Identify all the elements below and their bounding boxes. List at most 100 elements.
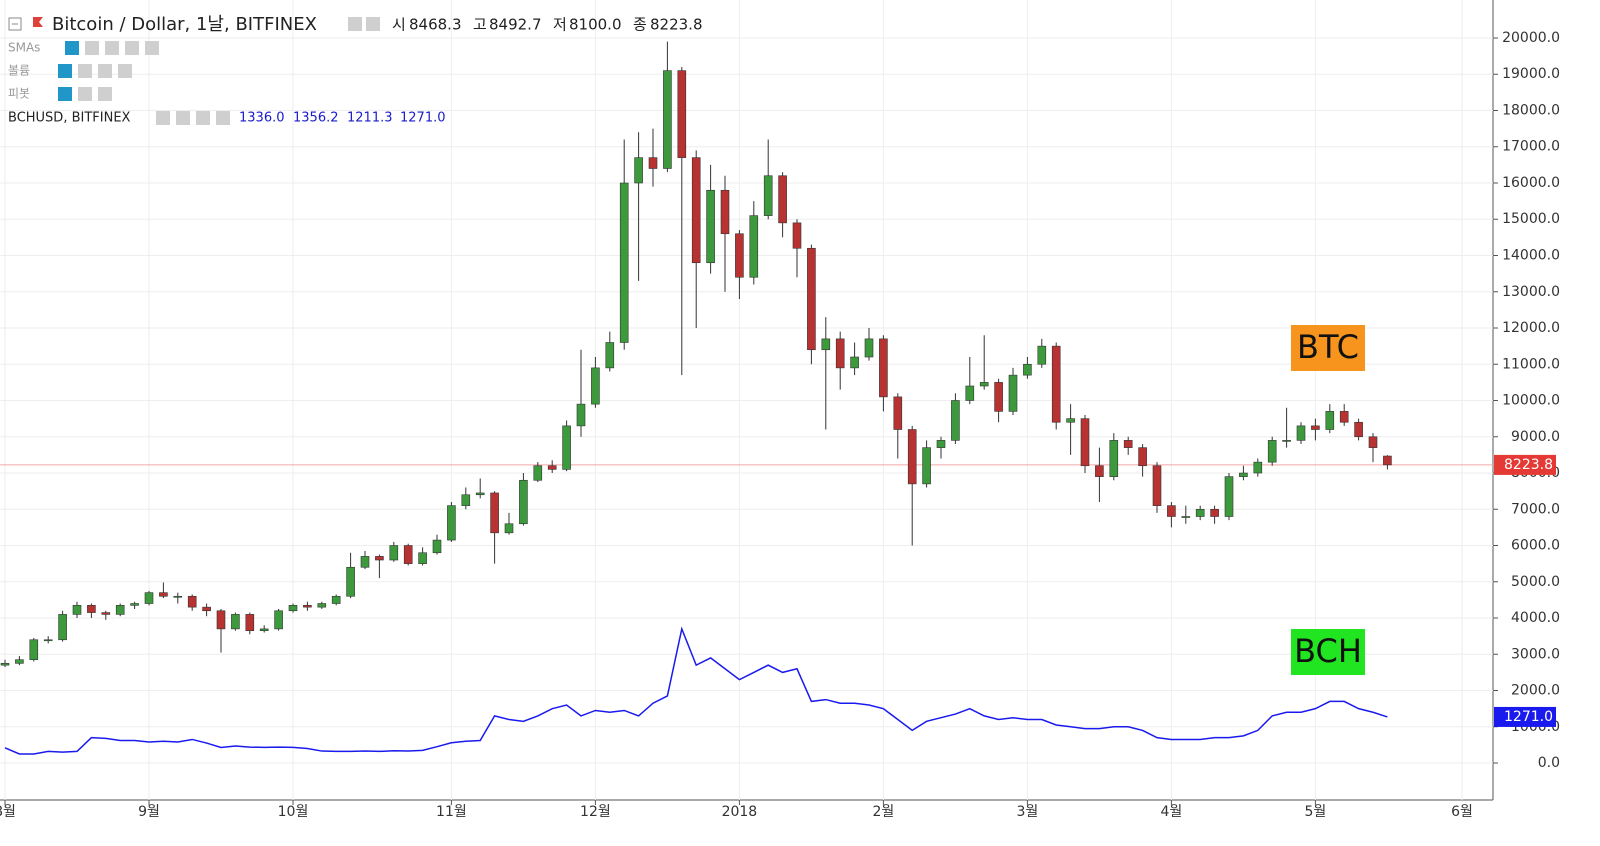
candle-body (303, 605, 312, 608)
candle-body (1109, 440, 1119, 477)
candle-body (907, 429, 917, 485)
candle-body (634, 157, 643, 184)
candle-body (648, 157, 658, 169)
source-icon[interactable] (105, 41, 119, 55)
candle-body (101, 612, 111, 615)
candle-body (245, 614, 255, 632)
candle-body (922, 447, 931, 485)
candle-body (1383, 455, 1392, 466)
series-annotation: BTC (1297, 328, 1359, 366)
y-tick-label: 11000.0 (1502, 356, 1560, 372)
settings-icon[interactable] (78, 87, 92, 101)
candle-body (1296, 425, 1306, 441)
candle-body (1138, 447, 1147, 467)
candle-body (159, 592, 168, 597)
candle-body (87, 605, 96, 613)
candle-body (144, 592, 154, 604)
candle-body (547, 465, 557, 470)
candle-body (72, 605, 82, 615)
candle-body (231, 614, 240, 630)
visibility-icon[interactable] (58, 64, 72, 78)
ohlc-label: 시 (392, 16, 406, 34)
visibility-icon[interactable] (348, 17, 362, 31)
candle-body (1354, 421, 1363, 438)
compare-title[interactable]: BCHUSD, BITFINEX (8, 111, 131, 126)
visibility-icon[interactable] (65, 41, 79, 55)
remove-icon[interactable] (118, 64, 132, 78)
settings-icon[interactable] (85, 41, 99, 55)
add-icon[interactable] (98, 64, 112, 78)
ohlc-value: 8492.7 (489, 16, 542, 34)
y-tick-label: 10000.0 (1502, 393, 1560, 409)
indicator-name[interactable]: SMAs (8, 41, 40, 55)
x-tick-label: 11월 (436, 804, 467, 820)
add-icon[interactable] (125, 41, 139, 55)
candle-body (576, 403, 586, 427)
candle-body (807, 247, 816, 351)
candle-body (115, 605, 125, 615)
y-tick-label: 0.0 (1538, 755, 1560, 771)
candle-body (864, 338, 874, 358)
last-price-label: 1271.0 (1504, 709, 1553, 725)
settings-icon[interactable] (366, 17, 380, 31)
last-price-box (1494, 706, 1556, 727)
visibility-icon[interactable] (58, 87, 72, 101)
candle-body (893, 396, 903, 430)
candle-body (1325, 411, 1335, 430)
candle-body (375, 556, 384, 561)
ohlc-label: 저 (553, 16, 567, 34)
x-tick-label: 2018 (722, 804, 758, 820)
y-tick-label: 3000.0 (1511, 646, 1560, 662)
candle-body (1023, 363, 1032, 376)
x-tick-label: 4월 (1161, 804, 1183, 820)
candle-body (1267, 440, 1277, 463)
candle-body (274, 610, 283, 630)
candle-body (0, 663, 10, 666)
remove-icon[interactable] (145, 41, 159, 55)
x-tick-label: 5월 (1305, 804, 1327, 820)
remove-icon[interactable] (98, 87, 112, 101)
candle-body (720, 189, 730, 235)
candle-body (735, 233, 744, 278)
candle-body (504, 523, 514, 534)
candle-body (432, 539, 442, 554)
visibility-icon[interactable] (156, 111, 170, 125)
candle-body (792, 222, 802, 249)
candle-body (605, 342, 615, 369)
candle-body (879, 338, 888, 398)
y-tick-label: 4000.0 (1511, 610, 1560, 626)
settings-icon[interactable] (176, 111, 190, 125)
ohlc-value: 8100.0 (569, 16, 622, 34)
candle-body (951, 400, 960, 441)
candle-body (1167, 505, 1176, 517)
x-tick-label: 2월 (873, 804, 895, 820)
candle-body (418, 552, 427, 564)
compare-value: 1336.0 (239, 111, 285, 126)
candle-body (619, 182, 629, 343)
header: Bitcoin / Dollar, 1날, BITFINEX 시 8468.3 … (8, 14, 703, 126)
indicator-name[interactable]: 피봇 (8, 87, 30, 101)
candle-body (259, 628, 269, 632)
candle-body (1066, 418, 1075, 423)
candle-body (994, 382, 1003, 412)
y-tick-label: 6000.0 (1511, 538, 1560, 554)
candle-body (490, 492, 499, 534)
candle-body (1311, 425, 1320, 430)
candle-body (936, 440, 946, 448)
candle-body (43, 639, 53, 642)
remove-icon[interactable] (216, 111, 230, 125)
collapse-icon[interactable] (8, 17, 22, 31)
y-tick-label: 13000.0 (1502, 284, 1560, 300)
settings-icon[interactable] (78, 64, 92, 78)
y-tick-label: 9000.0 (1511, 429, 1560, 445)
candle-body (475, 492, 485, 496)
candle-body (533, 465, 543, 481)
candle-body (346, 566, 355, 597)
candle-body (187, 595, 197, 608)
candle-body (1008, 374, 1018, 412)
candle-body (1095, 465, 1104, 477)
indicator-name[interactable]: 볼륨 (8, 64, 30, 78)
add-icon[interactable] (196, 111, 210, 125)
candle-body (1282, 440, 1291, 442)
price-line (4, 626, 1388, 755)
